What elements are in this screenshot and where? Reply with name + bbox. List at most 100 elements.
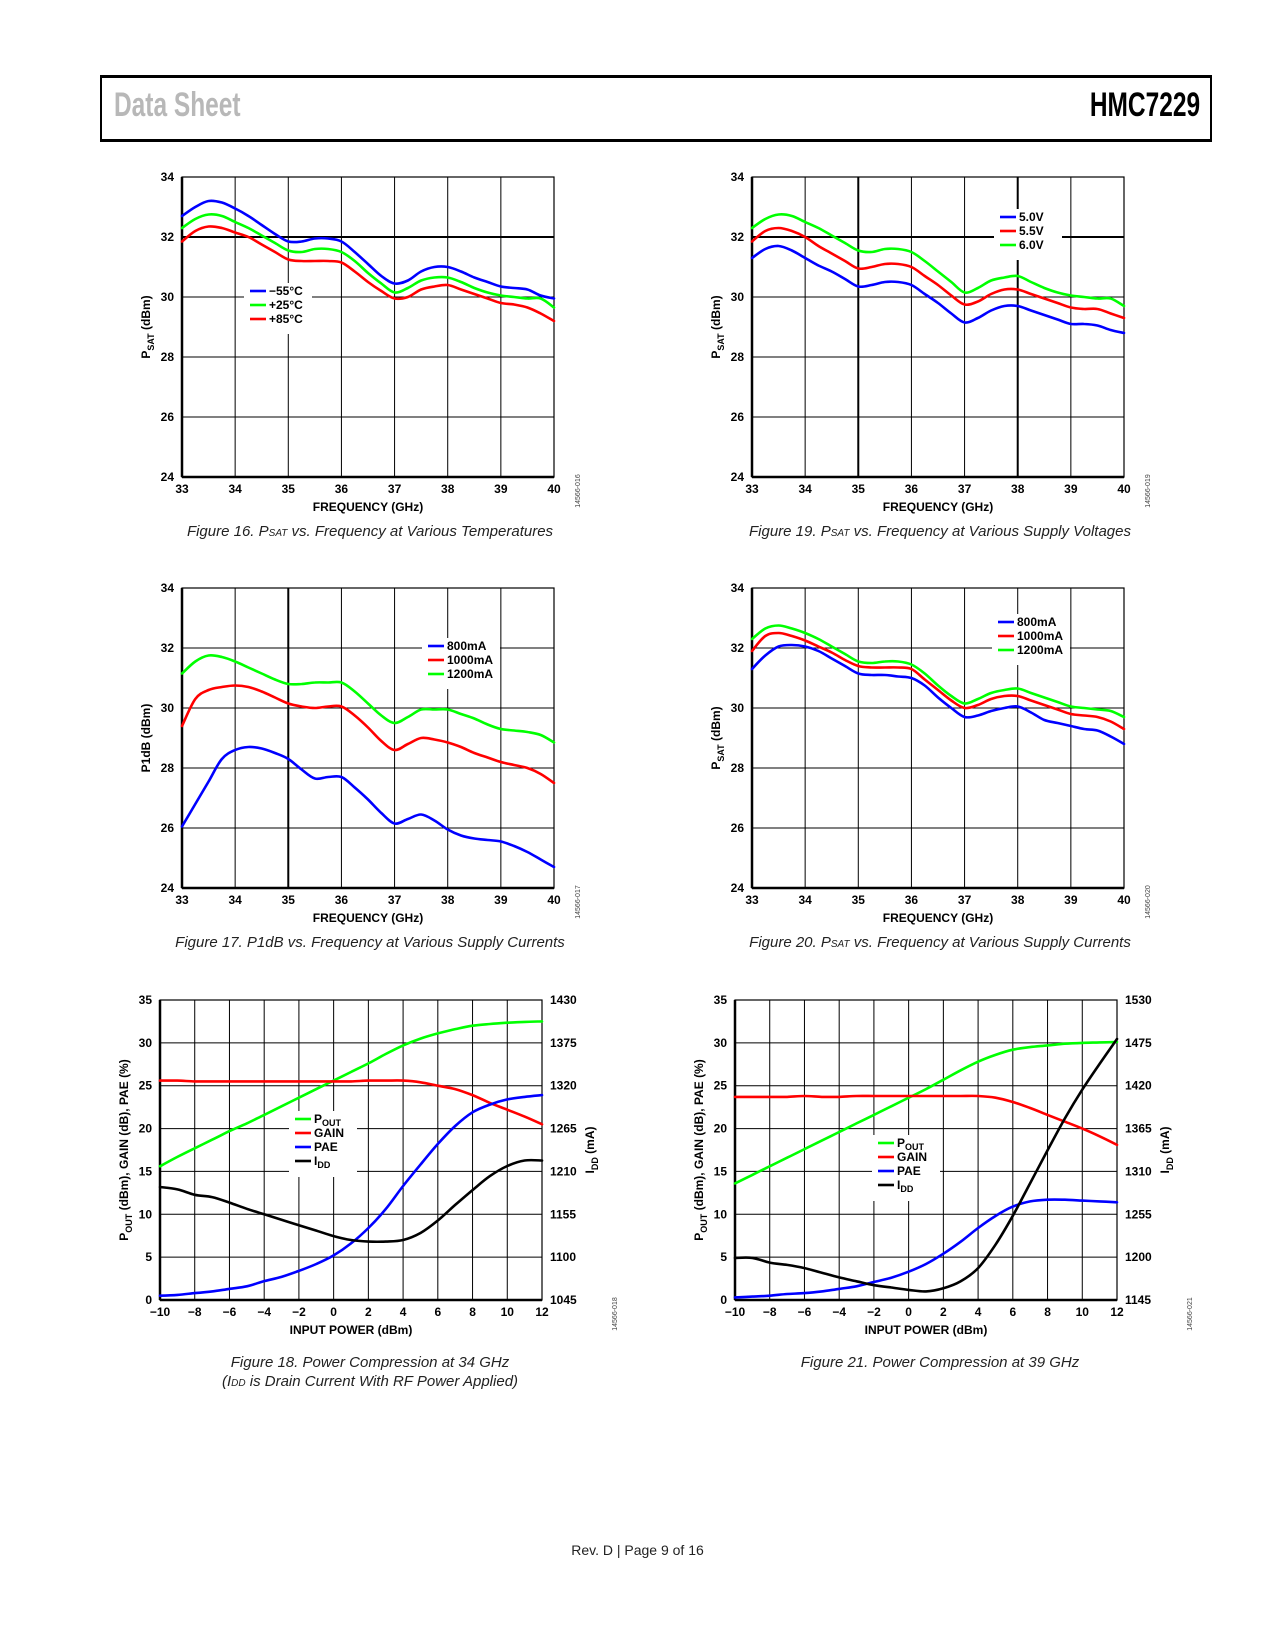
caption-fig16: Figure 16. PSAT vs. Frequency at Various… [90, 522, 650, 543]
caption-line1: Figure 21. Power Compression at 39 GHz [800, 1354, 1080, 1371]
caption-line2-prefix: (I [221, 1373, 232, 1390]
y2-tick-label: 1365 [1125, 1122, 1152, 1136]
chart-fig18: POUT GAIN PAE IDD −10 −8 −6 −4 −2 0 2 4 6 8 10 12 0 5 10 15… [105, 985, 625, 1337]
legend-label: PAE [897, 1164, 921, 1178]
legend-label-main: 5.0V [1019, 210, 1044, 224]
x-axis-label: INPUT POWER (dBm) [290, 1323, 413, 1337]
chart-fig19: 5.0V 5.5V 6.0V 33 34 35 36 37 38 39 40 24 26 28 30 32 34… [700, 165, 1152, 515]
y2-tick-label: 1265 [550, 1122, 577, 1136]
y-axis-label-main: P [692, 1233, 706, 1241]
legend-label-sub: OUT [322, 1118, 342, 1128]
y-tick-label: 24 [731, 881, 745, 895]
x-tick-label: 33 [745, 893, 759, 907]
y-tick-label: 10 [139, 1207, 153, 1221]
y2-axis-label-sub: DD [590, 1157, 600, 1170]
x-axis-label: FREQUENCY (GHz) [313, 911, 423, 925]
caption-fig17: Figure 17. P1dB vs. Frequency at Various… [90, 933, 650, 952]
x-tick-label: 36 [905, 482, 919, 496]
legend-label: PAE [314, 1140, 338, 1154]
y-axis-label-main: P1dB (dBm) [139, 704, 153, 773]
y2-tick-label: 1100 [550, 1250, 576, 1264]
figure-code: 14566-019 [1145, 474, 1152, 508]
x-tick-label: 34 [228, 893, 242, 907]
chart-fig16: −55°C +25°C +85°C 33 34 35 36 37 38 39 40 24 26 28 30 3… [130, 165, 582, 515]
legend-label-main: I [897, 1178, 900, 1192]
x-tick-label: 6 [1009, 1305, 1016, 1319]
chart-svg: 5.0V5.5V6.0V 33 34 35 36 37 38 39 40 24 26 28 30 32 34… [709, 170, 1152, 514]
caption-line2-sub: DD [231, 1378, 246, 1389]
caption-suffix: vs. Frequency at Various Supply Voltages [849, 523, 1131, 540]
y2-axis-label-main: I [1158, 1170, 1172, 1173]
legend-label: POUT [314, 1112, 342, 1128]
y2-tick-label: 1155 [550, 1207, 576, 1221]
x-tick-label: −6 [223, 1305, 237, 1319]
legend-label-main: GAIN [314, 1126, 344, 1140]
x-tick-label: 34 [798, 482, 812, 496]
y-axis-label-rest: (dBm), GAIN (dB), PAE (%) [692, 1059, 706, 1213]
caption-prefix: Figure 17. P1dB vs. Frequency at Various… [175, 934, 565, 951]
legend-label: GAIN [897, 1150, 927, 1164]
chart-svg: −55°C+25°C+85°C 33 34 35 36 37 38 39 40 24 26 28 30 3… [139, 170, 582, 514]
caption-fig18: Figure 18. Power Compression at 34 GHz (… [90, 1353, 650, 1393]
legend-label: 5.0V [1019, 210, 1044, 224]
y-tick-label: 26 [161, 410, 175, 424]
legend-label-main: 6.0V [1019, 238, 1044, 252]
x-tick-label: −6 [798, 1305, 812, 1319]
legend-label: POUT [897, 1136, 925, 1152]
legend-label-main: 1200mA [447, 667, 493, 681]
x-tick-label: 33 [175, 893, 189, 907]
y-tick-label: 15 [714, 1164, 728, 1178]
y-tick-label: 30 [139, 1036, 153, 1050]
y2-tick-label: 1200 [1125, 1250, 1152, 1264]
figure-code: 14566-016 [575, 474, 582, 508]
x-tick-label: −4 [832, 1305, 846, 1319]
y-tick-label: 28 [161, 761, 175, 775]
y2-tick-label: 1145 [1125, 1293, 1151, 1307]
caption-fig19: Figure 19. PSAT vs. Frequency at Various… [660, 522, 1220, 543]
legend-label-main: 1000mA [1017, 629, 1063, 643]
series-line-800ma [180, 745, 556, 869]
y-tick-label: 35 [714, 993, 728, 1007]
series-line-pout [733, 1040, 1119, 1185]
series-line-1200ma [180, 653, 556, 744]
x-axis-label: FREQUENCY (GHz) [883, 911, 993, 925]
legend-label: −55°C [269, 284, 303, 298]
y2-tick-label: 1430 [550, 993, 577, 1007]
legend-label-main: GAIN [897, 1150, 927, 1164]
x-axis-label: FREQUENCY (GHz) [313, 500, 423, 514]
caption-line1: Figure 18. Power Compression at 34 GHz [230, 1354, 510, 1371]
y-tick-label: 25 [714, 1079, 728, 1093]
figure-code: 14566-021 [1187, 1297, 1194, 1331]
series-line-800ma [750, 643, 1126, 746]
x-tick-label: 0 [905, 1305, 912, 1319]
y-axis-label-main: P [709, 762, 723, 770]
legend-label: GAIN [314, 1126, 344, 1140]
y2-tick-label: 1375 [550, 1036, 577, 1050]
x-axis-label: FREQUENCY (GHz) [883, 500, 993, 514]
x-tick-label: 34 [798, 893, 812, 907]
y-tick-label: 30 [161, 290, 175, 304]
legend-label-main: PAE [897, 1164, 921, 1178]
chart-fig20: 800mA 1000mA 1200mA 33 34 35 36 37 38 39 40 24 26 28 3… [700, 576, 1152, 926]
series-line-1000ma [180, 684, 556, 785]
legend-label: 800mA [447, 639, 487, 653]
y-tick-label: 32 [161, 641, 175, 655]
y-tick-label: 24 [731, 470, 745, 484]
series-line-gain [733, 1094, 1119, 1147]
y2-axis-label-rest: (mA) [583, 1126, 597, 1157]
y-tick-label: 26 [161, 821, 175, 835]
y-tick-label: 30 [731, 290, 745, 304]
x-tick-label: 37 [958, 482, 972, 496]
caption-sub: SAT [830, 939, 850, 950]
y-tick-label: 5 [720, 1250, 727, 1264]
legend-label-main: I [314, 1154, 317, 1168]
y-tick-label: 20 [139, 1122, 153, 1136]
legend-label-main: 800mA [1017, 615, 1057, 629]
legend-label-main: 1000mA [447, 653, 493, 667]
y-axis-label-sub: OUT [124, 1213, 134, 1233]
